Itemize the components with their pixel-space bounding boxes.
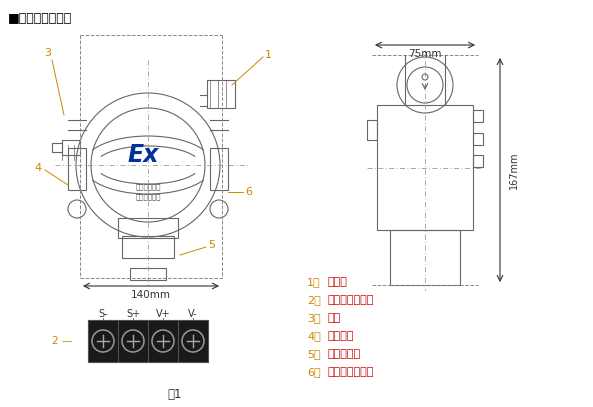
Bar	[62, 140, 80, 155]
Text: 气敏传感器: 气敏传感器	[327, 349, 360, 359]
Bar	[88, 320, 208, 362]
Text: 传感器接线端子: 传感器接线端子	[327, 367, 374, 377]
Text: 4、: 4、	[307, 331, 321, 341]
Text: 1: 1	[265, 50, 272, 60]
Bar	[130, 268, 166, 280]
Text: 堵头: 堵头	[327, 313, 340, 323]
Text: 3: 3	[44, 48, 52, 58]
Text: 3、: 3、	[307, 313, 321, 323]
Text: 断电源后开盖: 断电源后开盖	[135, 194, 161, 200]
Bar	[473, 155, 483, 167]
Bar	[52, 143, 62, 152]
Bar	[122, 236, 174, 258]
Bar	[210, 148, 228, 190]
Text: 75mm: 75mm	[408, 49, 442, 59]
Text: 5: 5	[208, 240, 215, 250]
Text: 2、: 2、	[307, 295, 321, 305]
Text: 易燃易爆场所: 易燃易爆场所	[135, 184, 161, 190]
Text: 6: 6	[245, 187, 252, 197]
Text: V-: V-	[188, 309, 197, 319]
Text: Ex: Ex	[127, 143, 159, 167]
Text: 5、: 5、	[307, 349, 321, 359]
Bar	[377, 105, 473, 230]
Text: S-: S-	[98, 309, 108, 319]
Bar	[148, 320, 178, 362]
Text: 4: 4	[34, 163, 42, 173]
Text: ■气体探测器结构: ■气体探测器结构	[8, 12, 72, 25]
Text: 图1: 图1	[168, 389, 182, 401]
Text: 2 —: 2 —	[52, 336, 72, 346]
Text: 探测器接线端子: 探测器接线端子	[327, 295, 374, 305]
Bar	[118, 218, 178, 238]
Text: 1、: 1、	[307, 277, 321, 287]
Bar	[207, 80, 235, 108]
Text: S+: S+	[126, 309, 140, 319]
Bar	[390, 230, 460, 285]
Text: V+: V+	[156, 309, 170, 319]
Bar	[118, 320, 148, 362]
Text: 167mm: 167mm	[509, 151, 519, 189]
Text: 安装支架: 安装支架	[327, 331, 353, 341]
Text: 入线孔: 入线孔	[327, 277, 347, 287]
Text: 140mm: 140mm	[131, 290, 171, 300]
Text: 6、: 6、	[307, 367, 321, 377]
Bar	[178, 320, 208, 362]
Bar	[367, 120, 377, 140]
Bar	[88, 320, 118, 362]
Bar	[473, 133, 483, 145]
Bar	[473, 110, 483, 122]
Bar	[68, 148, 86, 190]
